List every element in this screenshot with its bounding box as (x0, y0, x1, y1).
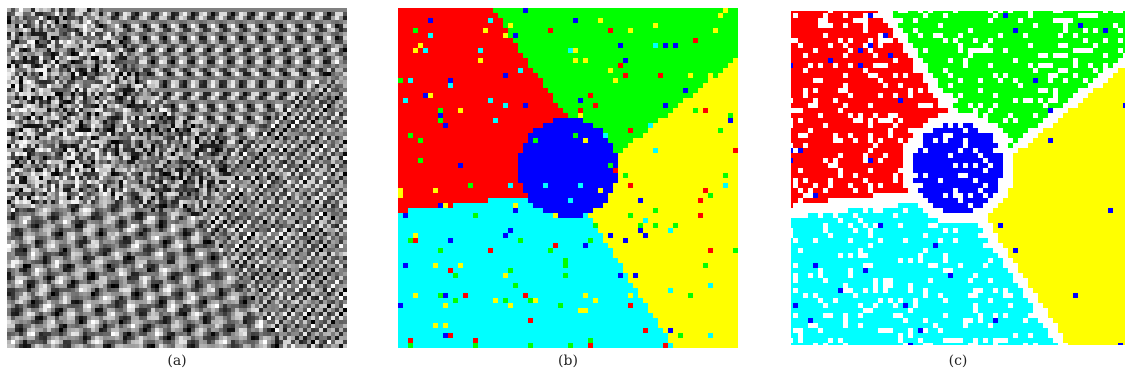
panel-a-caption: (a) (167, 353, 187, 369)
texture-mosaic-canvas (7, 8, 347, 348)
segmentation-map-b (398, 8, 738, 348)
segmentation-map-c (788, 8, 1126, 348)
panel-b-caption: (b) (558, 353, 578, 369)
panel-c-caption: (c) (948, 353, 968, 369)
segmentation-canvas-c (788, 8, 1126, 348)
segmentation-canvas-b (398, 8, 738, 348)
texture-mosaic-image (7, 8, 347, 348)
